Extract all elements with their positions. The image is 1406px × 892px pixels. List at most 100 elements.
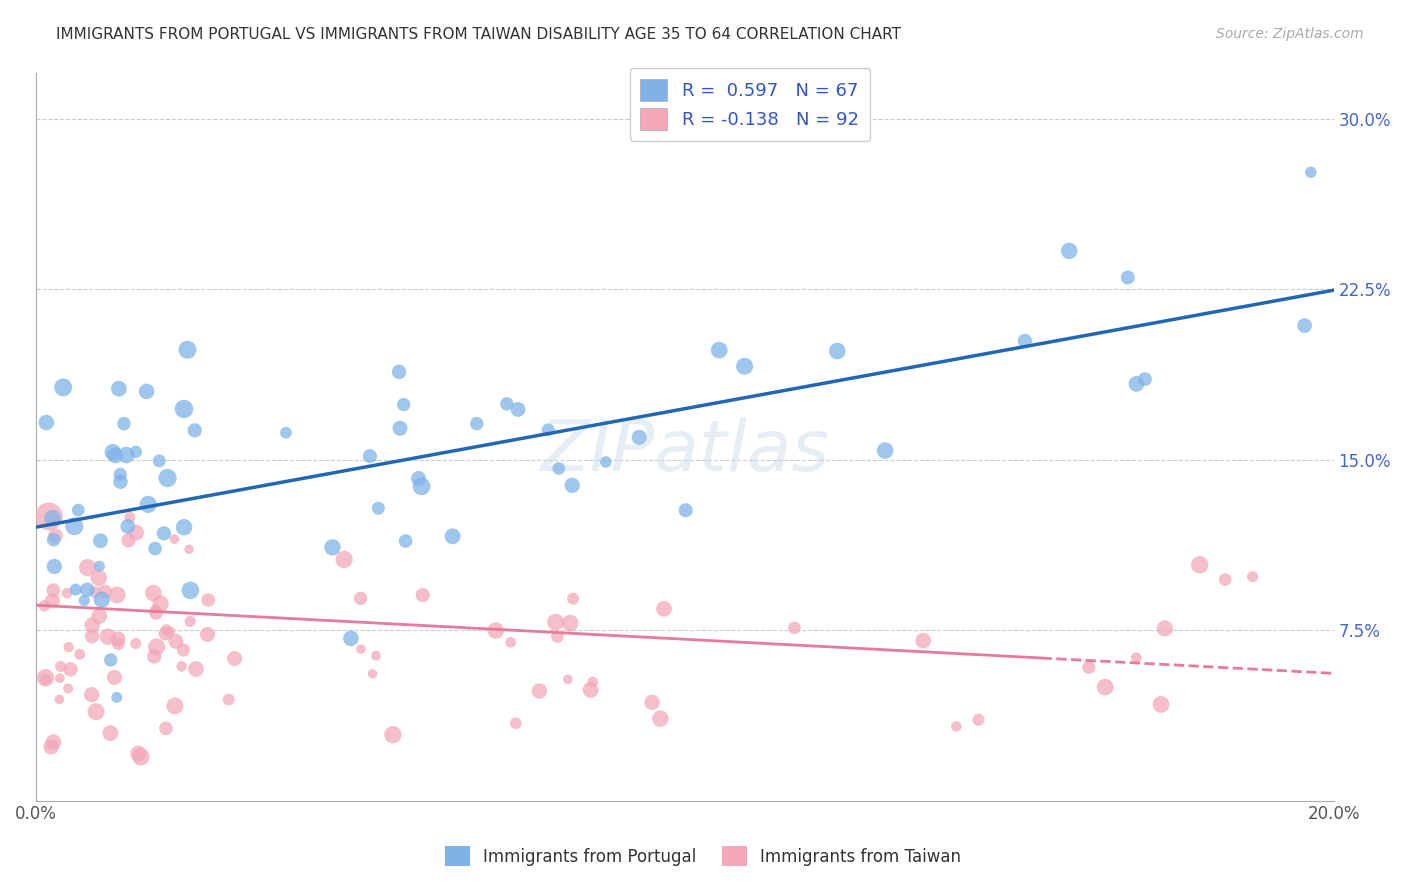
- Point: [107, 637, 129, 651]
- Point: [117, 519, 139, 533]
- Point: [465, 417, 488, 431]
- Point: [41, 511, 63, 525]
- Point: [73, 593, 96, 607]
- Point: [110, 467, 132, 482]
- Point: [1294, 318, 1316, 333]
- Point: [197, 627, 219, 641]
- Point: [547, 461, 569, 475]
- Point: [142, 586, 165, 600]
- Point: [107, 632, 129, 646]
- Point: [80, 688, 103, 702]
- Point: [159, 624, 181, 639]
- Point: [155, 626, 177, 640]
- Point: [197, 593, 219, 607]
- Point: [529, 684, 551, 698]
- Point: [1014, 334, 1036, 348]
- Point: [408, 471, 430, 485]
- Point: [184, 662, 207, 676]
- Point: [94, 584, 117, 599]
- Point: [1057, 244, 1080, 258]
- Point: [1188, 558, 1211, 572]
- Point: [675, 503, 697, 517]
- Point: [89, 609, 111, 624]
- Point: [105, 588, 128, 602]
- Point: [499, 635, 522, 649]
- Point: [652, 602, 675, 616]
- Point: [340, 632, 363, 646]
- Point: [39, 739, 62, 754]
- Point: [42, 533, 65, 547]
- Point: [172, 643, 194, 657]
- Point: [48, 692, 70, 706]
- Point: [98, 726, 121, 740]
- Point: [1133, 372, 1156, 386]
- Point: [44, 529, 66, 543]
- Point: [544, 615, 567, 630]
- Point: [173, 402, 195, 417]
- Point: [149, 597, 172, 611]
- Point: [101, 445, 124, 459]
- Legend: Immigrants from Portugal, Immigrants from Taiwan: Immigrants from Portugal, Immigrants fro…: [437, 838, 969, 875]
- Point: [38, 509, 60, 524]
- Point: [63, 519, 86, 533]
- Point: [537, 423, 560, 437]
- Point: [321, 541, 343, 555]
- Point: [361, 666, 384, 681]
- Point: [333, 552, 356, 566]
- Point: [349, 591, 371, 606]
- Point: [1153, 621, 1175, 635]
- Point: [56, 586, 79, 600]
- Point: [179, 615, 201, 629]
- Point: [582, 674, 605, 689]
- Point: [65, 582, 87, 597]
- Point: [165, 634, 187, 648]
- Point: [650, 712, 672, 726]
- Point: [41, 594, 63, 608]
- Point: [112, 417, 135, 431]
- Point: [155, 722, 177, 736]
- Text: IMMIGRANTS FROM PORTUGAL VS IMMIGRANTS FROM TAIWAN DISABILITY AGE 35 TO 64 CORRE: IMMIGRANTS FROM PORTUGAL VS IMMIGRANTS F…: [56, 27, 901, 42]
- Point: [1094, 680, 1116, 694]
- Point: [595, 455, 617, 469]
- Point: [628, 430, 651, 444]
- Point: [143, 602, 166, 616]
- Point: [76, 582, 98, 597]
- Point: [104, 448, 127, 462]
- Point: [912, 633, 935, 648]
- Point: [1077, 660, 1099, 674]
- Point: [84, 705, 107, 719]
- Point: [145, 606, 167, 620]
- Point: [80, 629, 103, 643]
- Point: [118, 510, 141, 524]
- Point: [734, 359, 756, 374]
- Point: [170, 659, 193, 673]
- Point: [783, 621, 806, 635]
- Point: [945, 719, 967, 733]
- Point: [34, 599, 56, 613]
- Point: [1213, 573, 1236, 587]
- Point: [58, 640, 80, 655]
- Point: [87, 571, 110, 585]
- Point: [1241, 569, 1264, 583]
- Point: [825, 344, 848, 359]
- Point: [136, 497, 159, 511]
- Point: [89, 559, 111, 574]
- Point: [1125, 376, 1147, 391]
- Point: [163, 698, 186, 713]
- Point: [709, 343, 731, 358]
- Point: [224, 651, 246, 665]
- Point: [100, 653, 122, 667]
- Point: [84, 585, 107, 599]
- Point: [34, 671, 56, 685]
- Point: [350, 642, 373, 657]
- Point: [49, 671, 72, 685]
- Point: [156, 471, 179, 485]
- Point: [395, 533, 418, 548]
- Point: [125, 444, 148, 458]
- Point: [359, 449, 381, 463]
- Point: [1299, 165, 1322, 179]
- Point: [561, 478, 583, 492]
- Point: [129, 750, 152, 764]
- Point: [115, 448, 138, 462]
- Point: [56, 681, 79, 696]
